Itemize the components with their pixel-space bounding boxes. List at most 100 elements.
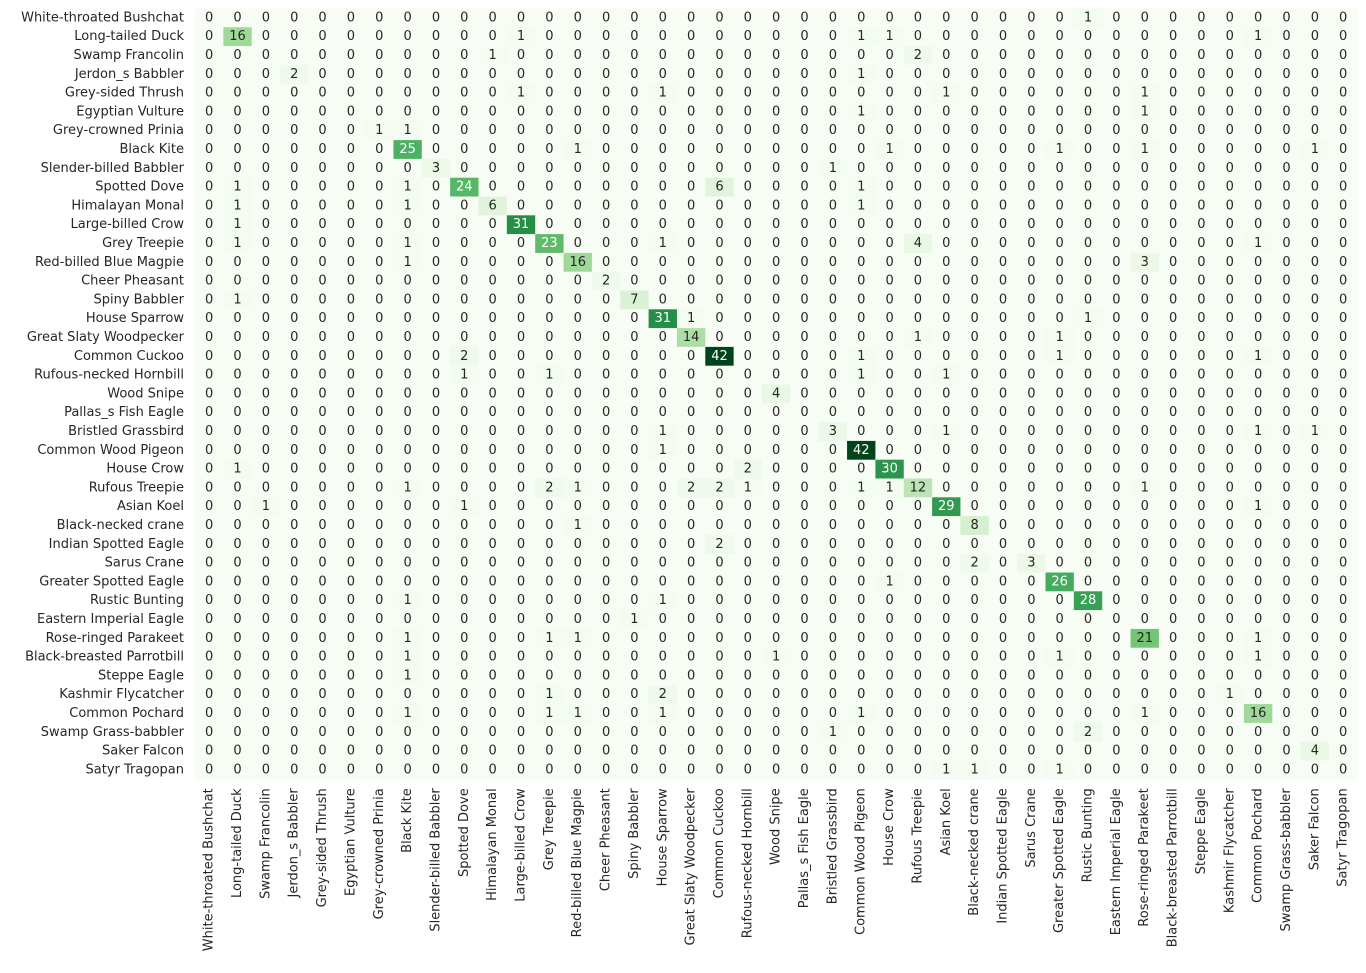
heatmap-cell (365, 140, 394, 160)
heatmap-cell (1272, 478, 1301, 498)
heatmap-cell (1187, 46, 1216, 66)
heatmap-cell (620, 290, 649, 310)
cell-value: 0 (318, 612, 326, 627)
heatmap-cell (591, 46, 621, 66)
cell-value: 0 (489, 274, 497, 289)
cell-value: 0 (659, 405, 667, 420)
heatmap-cell (280, 290, 309, 310)
cell-value: 0 (574, 612, 582, 627)
heatmap-cell (1102, 403, 1131, 423)
cell-value: 0 (715, 593, 723, 608)
cell-value: 0 (857, 725, 865, 740)
heatmap-cell (1300, 309, 1330, 329)
cell-value: 0 (970, 48, 978, 63)
cell-value: 0 (630, 161, 638, 176)
cell-value: 0 (489, 518, 497, 533)
heatmap-cell (1272, 158, 1301, 178)
heatmap-cell (1102, 83, 1131, 103)
cell-value: 0 (205, 10, 213, 25)
cell-value: 0 (1084, 104, 1092, 119)
cell-value: 0 (970, 443, 978, 458)
heatmap-cell (903, 384, 933, 404)
cell-value: 0 (1254, 255, 1262, 270)
cell-value: 0 (1254, 462, 1262, 477)
cell-value: 0 (318, 650, 326, 665)
heatmap-cell (223, 459, 252, 479)
heatmap-cell (563, 140, 593, 160)
cell-value: 0 (1197, 10, 1205, 25)
heatmap-cell (960, 403, 990, 423)
heatmap-cell (790, 46, 819, 66)
cell-value: 0 (914, 762, 922, 777)
cell-value: 0 (885, 67, 893, 82)
cell-value: 0 (800, 480, 808, 495)
heatmap-cell (478, 440, 508, 460)
cell-value: 0 (1112, 48, 1120, 63)
cell-value: 0 (489, 744, 497, 759)
heatmap-cell (450, 271, 479, 291)
cell-value: 0 (659, 161, 667, 176)
cell-value: 0 (630, 198, 638, 213)
heatmap-cell (620, 403, 649, 423)
cell-value: 0 (517, 255, 525, 270)
cell-value: 0 (517, 104, 525, 119)
heatmap-cell (280, 440, 309, 460)
heatmap-cell (762, 384, 791, 404)
heatmap-cell (1130, 102, 1160, 122)
heatmap-cell (1158, 234, 1188, 254)
cell-value: 0 (517, 687, 525, 702)
cell-value: 1 (970, 762, 978, 777)
heatmap-cell (1130, 478, 1160, 498)
cell-value: 0 (318, 274, 326, 289)
cell-value: 0 (460, 405, 468, 420)
heatmap-cell (506, 46, 536, 66)
heatmap-cell (1187, 459, 1216, 479)
heatmap-cell (1187, 309, 1216, 329)
cell-value: 0 (1056, 462, 1064, 477)
cell-value: 0 (687, 86, 695, 101)
cell-value: 0 (1311, 725, 1319, 740)
cell-value: 0 (318, 574, 326, 589)
cell-value: 1 (857, 29, 865, 44)
cell-value: 1 (403, 650, 411, 665)
cell-value: 0 (375, 142, 383, 157)
heatmap-cell (591, 196, 621, 216)
x-tick-label: White-throated Bushchat (202, 788, 217, 951)
cell-value: 0 (1197, 762, 1205, 777)
cell-value: 1 (1141, 706, 1149, 721)
cell-value: 0 (205, 612, 213, 627)
cell-value: 0 (233, 386, 241, 401)
cell-value: 0 (1141, 612, 1149, 627)
cell-value: 0 (800, 405, 808, 420)
heatmap-cell (1045, 478, 1075, 498)
cell-value: 0 (630, 480, 638, 495)
cell-value: 0 (1311, 480, 1319, 495)
x-tick-label: Large-billed Crow (514, 788, 529, 902)
cell-value: 0 (999, 48, 1007, 63)
heatmap-cell (421, 196, 451, 216)
heatmap-cell (733, 8, 763, 28)
heatmap-cell (1272, 177, 1301, 197)
cell-value: 0 (574, 274, 582, 289)
heatmap-cell (421, 478, 451, 498)
heatmap-cell (251, 497, 281, 517)
cell-value: 0 (517, 537, 525, 552)
cell-value: 0 (545, 29, 553, 44)
cell-value: 1 (885, 142, 893, 157)
heatmap-cell (1017, 215, 1046, 235)
cell-value: 0 (1056, 198, 1064, 213)
x-tick-label: Rose-ringed Parakeet (1137, 788, 1152, 926)
heatmap-cell (1045, 309, 1075, 329)
cell-value: 0 (1197, 706, 1205, 721)
heatmap-cell (847, 422, 876, 442)
heatmap-cell (1017, 102, 1046, 122)
heatmap-cell (280, 403, 309, 423)
cell-value: 0 (318, 537, 326, 552)
heatmap-cell (506, 121, 536, 141)
heatmap-cell (790, 328, 819, 348)
y-tick-label: White-throated Bushchat (21, 10, 184, 25)
cell-value: 0 (885, 349, 893, 364)
heatmap-cell (847, 478, 876, 498)
heatmap-cell (847, 102, 876, 122)
cell-value: 0 (715, 236, 723, 251)
